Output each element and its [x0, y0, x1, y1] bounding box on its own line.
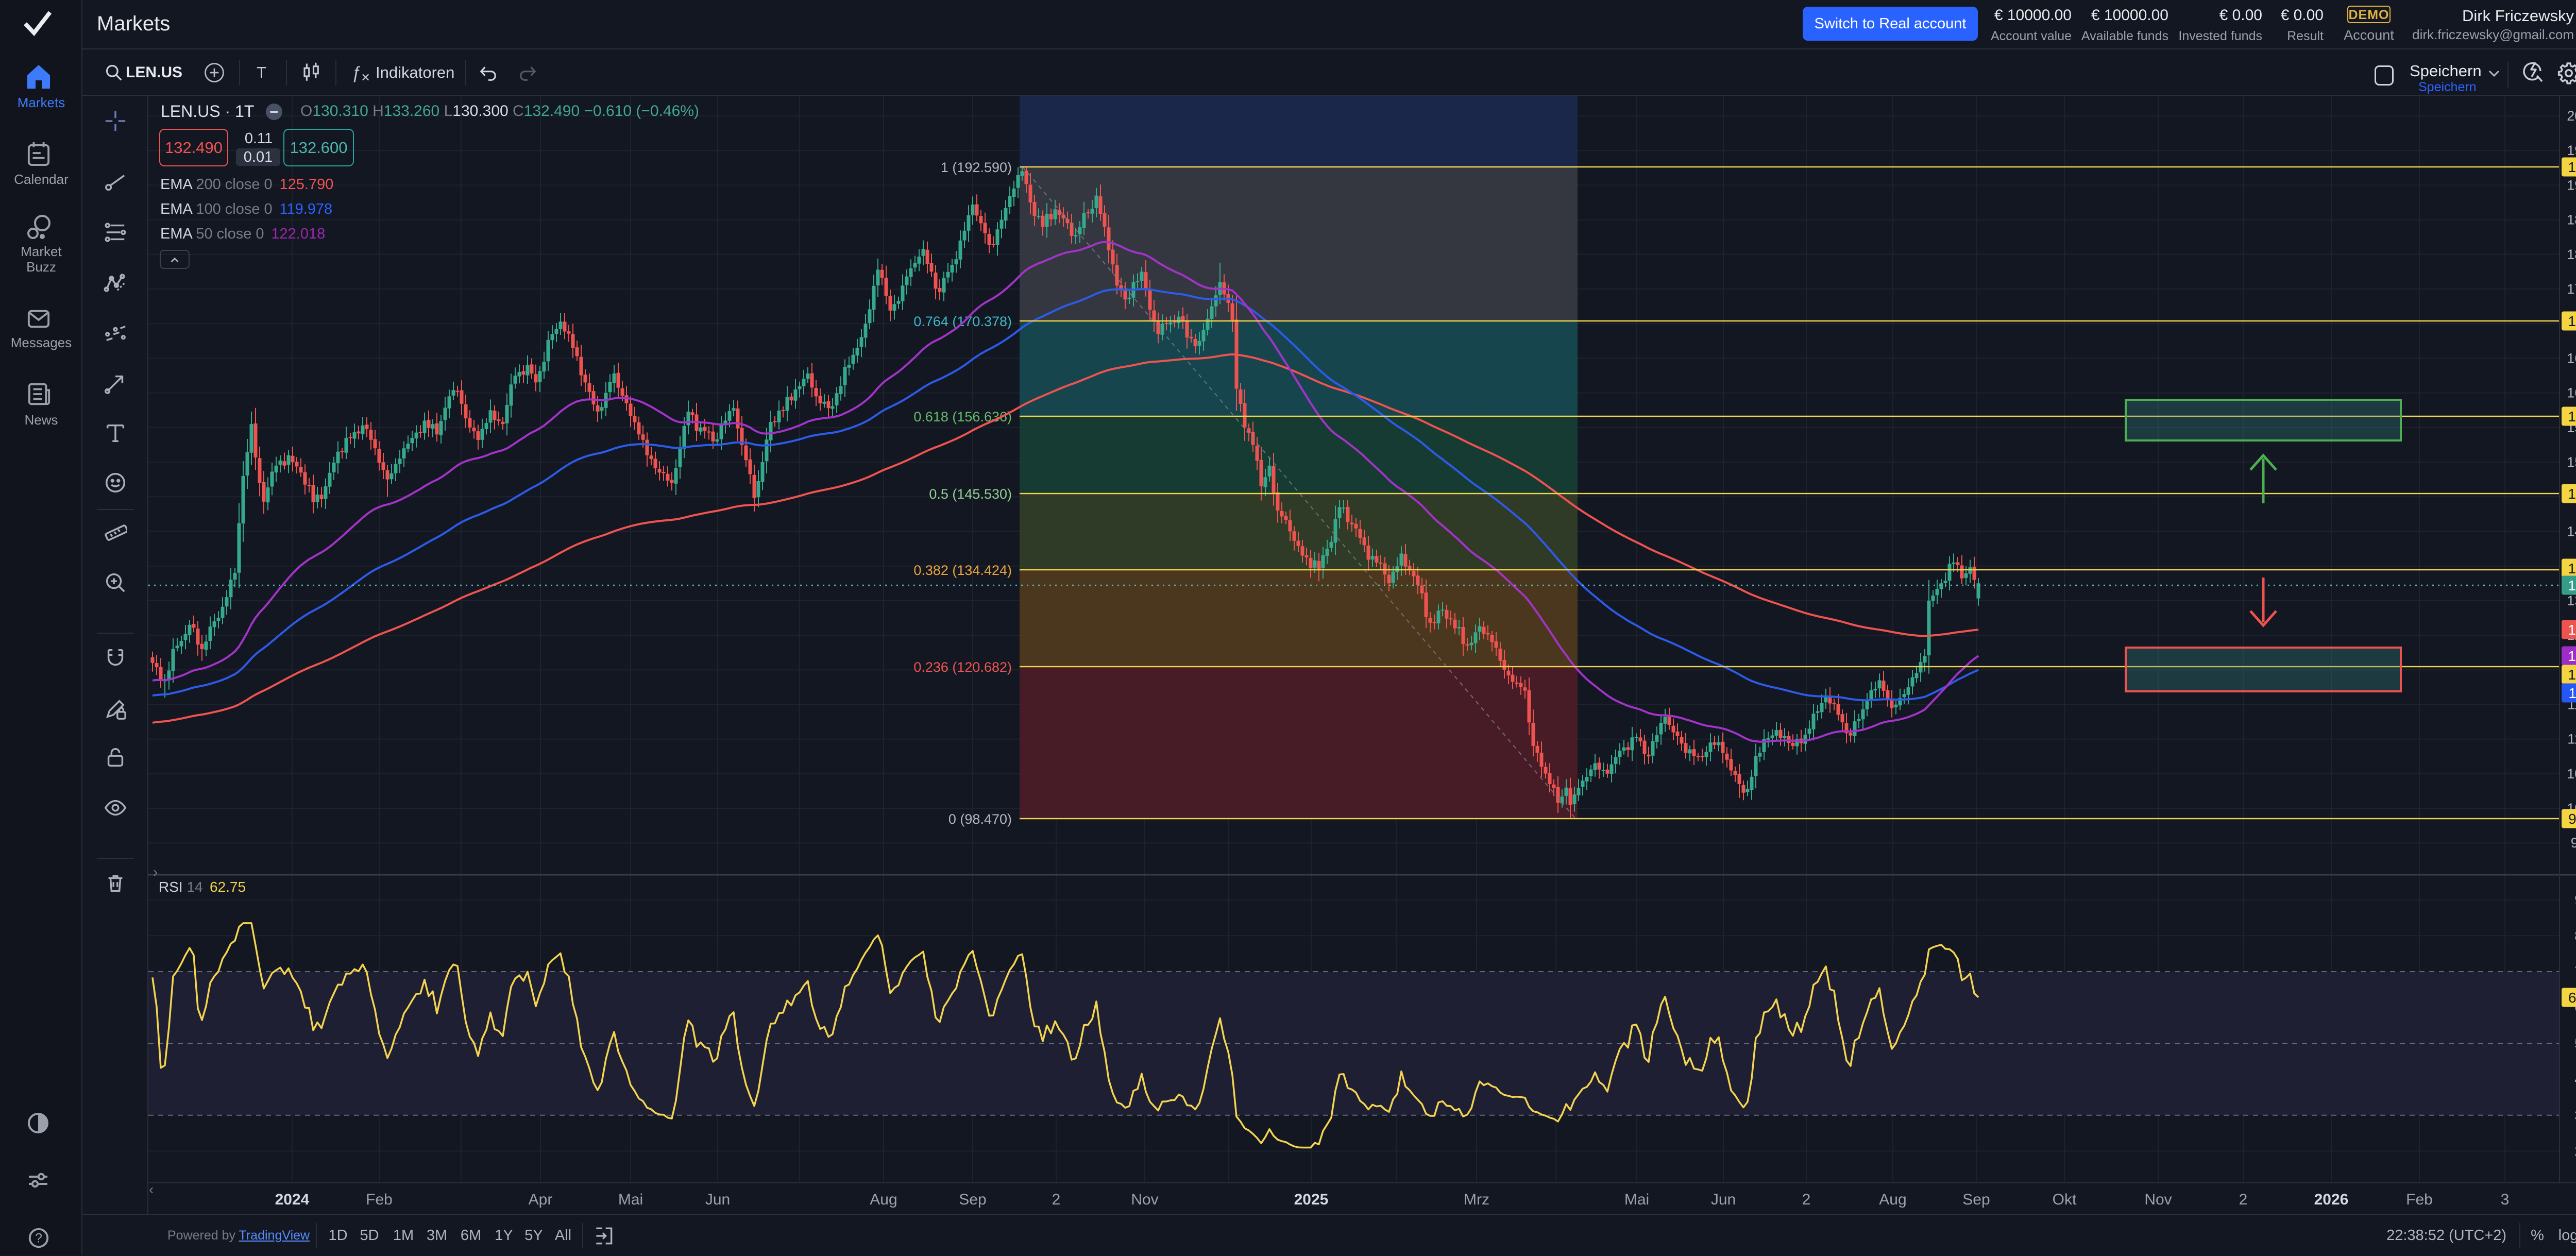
svg-text:195.000: 195.000 [2567, 143, 2576, 158]
svg-text:Jun: Jun [705, 1191, 730, 1208]
svg-text:180.000: 180.000 [2567, 247, 2576, 262]
svg-text:80.00: 80.00 [2574, 928, 2576, 943]
svg-text:119.978: 119.978 [2568, 685, 2576, 701]
svg-text:62.75: 62.75 [2568, 990, 2576, 1006]
svg-text:50.00: 50.00 [2574, 1036, 2576, 1051]
svg-text:0.5 (145.530): 0.5 (145.530) [929, 486, 1012, 502]
svg-text:200.000: 200.000 [2567, 108, 2576, 124]
svg-text:30.00: 30.00 [2574, 1108, 2576, 1123]
svg-text:134.424: 134.424 [2568, 561, 2576, 576]
svg-text:1 (192.590): 1 (192.590) [941, 160, 1012, 175]
svg-text:185.000: 185.000 [2567, 212, 2576, 228]
svg-text:Mai: Mai [618, 1191, 643, 1208]
svg-text:2: 2 [1802, 1191, 1811, 1208]
svg-text:110.000: 110.000 [2567, 732, 2576, 747]
svg-text:Nov: Nov [1131, 1191, 1158, 1208]
svg-text:192.590: 192.590 [2568, 159, 2576, 175]
svg-text:156.636: 156.636 [2568, 409, 2576, 425]
svg-text:40.00: 40.00 [2574, 1072, 2576, 1087]
svg-text:98.470: 98.470 [2568, 811, 2576, 827]
svg-text:170.378: 170.378 [2568, 313, 2576, 329]
svg-text:3: 3 [2501, 1191, 2510, 1208]
svg-text:105.000: 105.000 [2567, 766, 2576, 782]
svg-text:160.000: 160.000 [2567, 385, 2576, 401]
svg-text:145.530: 145.530 [2568, 486, 2576, 502]
svg-text:90.00: 90.00 [2574, 892, 2576, 908]
svg-text:Okt: Okt [2053, 1191, 2077, 1208]
svg-text:Feb: Feb [366, 1191, 393, 1208]
svg-text:Feb: Feb [2406, 1191, 2433, 1208]
svg-text:70.00: 70.00 [2574, 964, 2576, 979]
svg-text:130.000: 130.000 [2567, 593, 2576, 608]
svg-text:132.490: 132.490 [2568, 578, 2576, 593]
svg-text:0.382 (134.424): 0.382 (134.424) [913, 563, 1012, 578]
svg-text:20.00: 20.00 [2574, 1144, 2576, 1159]
svg-text:95.000: 95.000 [2571, 835, 2576, 851]
svg-text:190.000: 190.000 [2567, 177, 2576, 193]
svg-text:?: ? [35, 1231, 42, 1246]
svg-text:0.236 (120.682): 0.236 (120.682) [913, 659, 1012, 675]
svg-text:Aug: Aug [870, 1191, 897, 1208]
svg-text:165.000: 165.000 [2567, 350, 2576, 366]
svg-text:175.000: 175.000 [2567, 281, 2576, 297]
svg-text:›: › [153, 864, 158, 880]
svg-text:2024: 2024 [275, 1191, 310, 1208]
svg-text:0.618 (156.636): 0.618 (156.636) [913, 409, 1012, 425]
svg-text:120.682: 120.682 [2568, 667, 2576, 683]
svg-text:Aug: Aug [1879, 1191, 1906, 1208]
svg-text:2: 2 [2239, 1191, 2248, 1208]
svg-text:Mrz: Mrz [1464, 1191, 1489, 1208]
svg-text:140.000: 140.000 [2567, 523, 2576, 539]
svg-text:60.00: 60.00 [2574, 1000, 2576, 1015]
svg-text:150.000: 150.000 [2567, 454, 2576, 470]
svg-text:Jun: Jun [1711, 1191, 1736, 1208]
svg-text:125.790: 125.790 [2568, 622, 2576, 638]
svg-text:2: 2 [1052, 1191, 1061, 1208]
svg-text:0 (98.470): 0 (98.470) [948, 811, 1012, 827]
svg-text:2025: 2025 [1294, 1191, 1329, 1208]
svg-text:Apr: Apr [529, 1191, 553, 1208]
svg-text:Sep: Sep [959, 1191, 986, 1208]
svg-text:Nov: Nov [2144, 1191, 2172, 1208]
svg-text:Mai: Mai [1624, 1191, 1649, 1208]
svg-text:122.018: 122.018 [2568, 648, 2576, 664]
svg-text:2026: 2026 [2314, 1191, 2349, 1208]
svg-text:Sep: Sep [1962, 1191, 1990, 1208]
svg-text:‹: ‹ [149, 1181, 154, 1197]
